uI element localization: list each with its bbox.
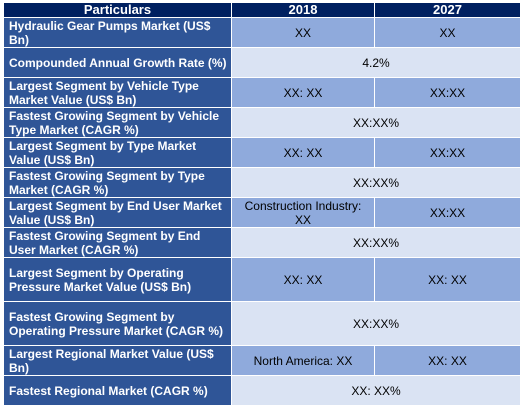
table-row: Fastest Growing Segment by Vehicle Type …: [3, 107, 521, 138]
row-label: Largest Segment by Type Market Value (US…: [3, 137, 232, 168]
header-2018: 2018: [231, 2, 375, 18]
cell-2018: Construction Industry: XX: [231, 197, 375, 228]
row-label: Fastest Growing Segment by Operating Pre…: [3, 301, 232, 346]
row-label: Largest Segment by Operating Pressure Ma…: [3, 257, 232, 302]
cell-2027: XX: XX: [374, 345, 521, 376]
cell-2018: XX: XX: [231, 257, 375, 302]
row-label: Largest Segment by End User Market Value…: [3, 197, 232, 228]
row-label: Largest Segment by Vehicle Type Market V…: [3, 77, 232, 108]
table-row: Largest Regional Market Value (US$ Bn) N…: [3, 345, 521, 376]
cell-2018: XX: XX: [231, 77, 375, 108]
table-row: Compounded Annual Growth Rate (%) 4.2%: [3, 47, 521, 78]
cell-2027: XX:XX: [374, 197, 521, 228]
table-header-row: Particulars 2018 2027: [3, 2, 521, 18]
table-row: Largest Segment by Operating Pressure Ma…: [3, 257, 521, 302]
cell-merged-value: XX:XX%: [231, 301, 521, 346]
cell-2027: XX: [374, 17, 521, 48]
cell-2018: North America: XX: [231, 345, 375, 376]
row-label: Compounded Annual Growth Rate (%): [3, 47, 232, 78]
table-row: Fastest Growing Segment by Operating Pre…: [3, 301, 521, 346]
cell-merged-value: XX:XX%: [231, 107, 521, 138]
table-row: Largest Segment by Vehicle Type Market V…: [3, 77, 521, 108]
table-row: Largest Segment by Type Market Value (US…: [3, 137, 521, 168]
cell-merged-value: 4.2%: [231, 47, 521, 78]
table-row: Largest Segment by End User Market Value…: [3, 197, 521, 228]
row-label: Hydraulic Gear Pumps Market (US$ Bn): [3, 17, 232, 48]
cell-2027: XX: XX: [374, 257, 521, 302]
market-summary-table: Particulars 2018 2027 Hydraulic Gear Pum…: [3, 2, 521, 406]
cell-2018: XX: XX: [231, 137, 375, 168]
cell-2027: XX:XX: [374, 77, 521, 108]
market-summary-table-container: Particulars 2018 2027 Hydraulic Gear Pum…: [3, 2, 521, 406]
row-label: Largest Regional Market Value (US$ Bn): [3, 345, 232, 376]
header-2027: 2027: [374, 2, 521, 18]
row-label: Fastest Growing Segment by Type Market (…: [3, 167, 232, 198]
row-label: Fastest Growing Segment by End User Mark…: [3, 227, 232, 258]
table-row: Hydraulic Gear Pumps Market (US$ Bn) XX …: [3, 17, 521, 48]
cell-2018: XX: [231, 17, 375, 48]
header-particulars: Particulars: [3, 2, 232, 18]
cell-merged-value: XX: XX%: [231, 375, 521, 406]
row-label: Fastest Regional Market (CAGR %): [3, 375, 232, 406]
cell-merged-value: XX:XX%: [231, 167, 521, 198]
row-label: Fastest Growing Segment by Vehicle Type …: [3, 107, 232, 138]
cell-2027: XX:XX: [374, 137, 521, 168]
table-row: Fastest Growing Segment by Type Market (…: [3, 167, 521, 198]
cell-merged-value: XX:XX%: [231, 227, 521, 258]
table-row: Fastest Regional Market (CAGR %) XX: XX%: [3, 375, 521, 406]
table-row: Fastest Growing Segment by End User Mark…: [3, 227, 521, 258]
